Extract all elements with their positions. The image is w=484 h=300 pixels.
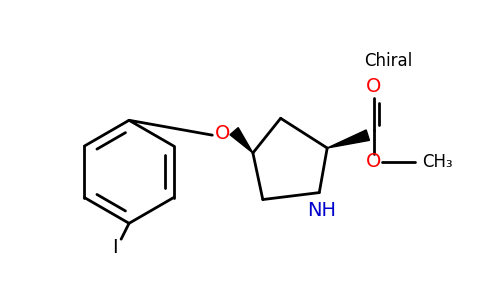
Text: O: O <box>214 124 230 143</box>
Text: I: I <box>112 238 118 256</box>
Text: NH: NH <box>307 201 336 220</box>
Polygon shape <box>230 128 253 153</box>
Text: O: O <box>366 152 381 171</box>
Polygon shape <box>327 130 369 148</box>
Text: O: O <box>366 77 381 96</box>
Text: Chiral: Chiral <box>364 52 413 70</box>
Text: CH₃: CH₃ <box>423 153 453 171</box>
